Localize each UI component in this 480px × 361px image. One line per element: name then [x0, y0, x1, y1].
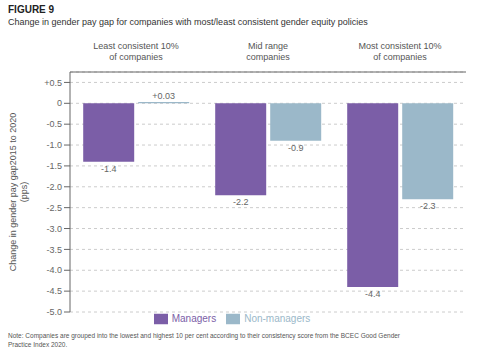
html-text:Non-managers: Non-managers — [244, 312, 311, 324]
svg-text:-3.0: -3.0 — [46, 224, 62, 234]
svg-text:Most consistent 10%of companie: Most consistent 10%of companies — [358, 41, 441, 62]
svg-text:+0.03: +0.03 — [152, 91, 175, 101]
svg-text:-1.5: -1.5 — [46, 161, 62, 171]
svg-text:-0.5: -0.5 — [46, 119, 62, 129]
html-text:Change in gender pay gap for c: Change in gender pay gap for companies w… — [8, 17, 368, 27]
svg-text:Mid rangecompanies: Mid rangecompanies — [246, 41, 290, 62]
svg-text:-4.4: -4.4 — [365, 289, 381, 299]
svg-text:Least consistent 10%of compani: Least consistent 10%of companies — [93, 41, 179, 62]
svg-text:-1.4: -1.4 — [101, 164, 117, 174]
svg-text:-2.3: -2.3 — [420, 201, 436, 211]
svg-text:+0.5: +0.5 — [44, 78, 62, 88]
html-text:Managers: Managers — [171, 312, 217, 324]
svg-text:-4.0: -4.0 — [46, 265, 62, 275]
svg-text:-4.5: -4.5 — [46, 286, 62, 296]
svg-text:-2.5: -2.5 — [46, 203, 62, 213]
svg-text:-5.0: -5.0 — [46, 307, 62, 317]
svg-text:-3.5: -3.5 — [46, 245, 62, 255]
svg-text:-1.0: -1.0 — [46, 140, 62, 150]
html-text:Note: Companies are grouped in: Note: Companies are grouped into the low… — [8, 332, 400, 348]
svg-text:0: 0 — [57, 98, 62, 108]
svg-text:-2.2: -2.2 — [233, 197, 249, 207]
svg-text:Change in gender pay gap2015 t: Change in gender pay gap2015 to 2020(pps… — [8, 113, 29, 272]
svg-text:-0.9: -0.9 — [288, 143, 304, 153]
html-text:FIGURE 9: FIGURE 9 — [8, 4, 55, 15]
svg-text:-2.0: -2.0 — [46, 182, 62, 192]
